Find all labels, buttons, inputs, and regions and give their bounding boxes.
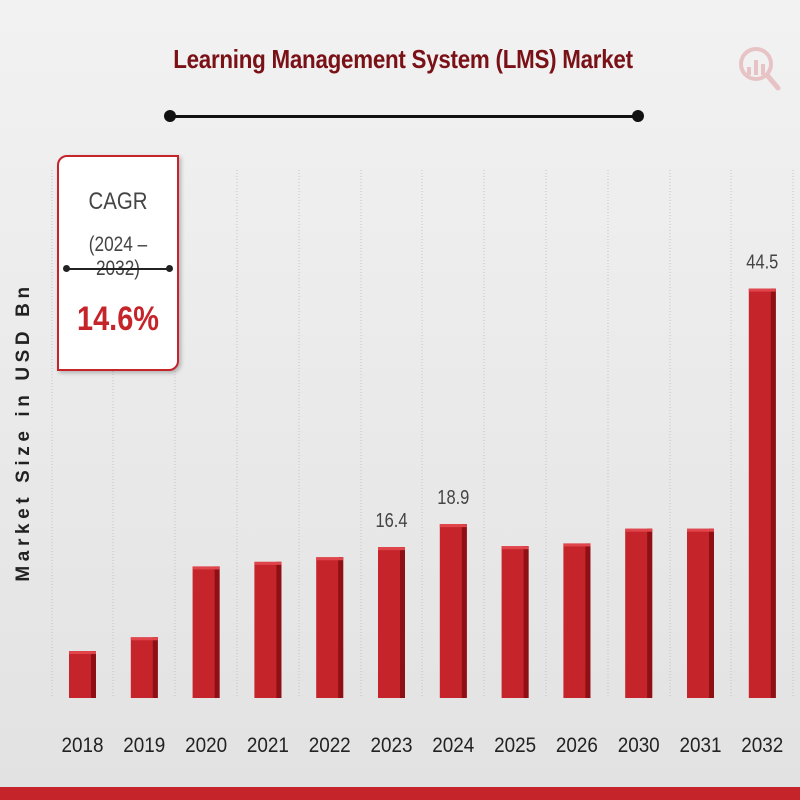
bar-shade-2020 <box>214 566 220 698</box>
bar-top-2021 <box>254 561 282 565</box>
bar-shade-2030 <box>647 528 653 698</box>
bar-top-2019 <box>130 637 158 641</box>
bar-shade-2021 <box>276 561 282 698</box>
x-tick-label: 2030 <box>618 734 660 757</box>
market-research-logo-icon <box>739 47 781 91</box>
footer-accent-bar <box>0 787 800 800</box>
x-tick-label: 2020 <box>185 734 227 757</box>
chart-labels: 2018 2019 2020 2021 2022 2023 16.4 2024 18.9 2025… <box>62 252 784 757</box>
x-tick-label: 2032 <box>741 734 783 757</box>
title-underline-right-dot <box>632 110 644 122</box>
bar-shade-2023 <box>400 547 405 698</box>
data-label: 16.4 <box>376 510 408 532</box>
cagr-callout: CAGR (2024 – 2032) 14.6% <box>57 155 179 371</box>
title-underline <box>170 115 638 118</box>
data-label: 44.5 <box>746 252 778 274</box>
x-tick-label: 2019 <box>123 734 165 757</box>
x-tick-label: 2021 <box>247 734 289 757</box>
bar-shade-2018 <box>91 651 96 698</box>
x-tick-label: 2026 <box>556 734 598 757</box>
bar-shade-2024 <box>461 524 467 698</box>
bar-shade-2025 <box>523 546 529 698</box>
bar-top-2023 <box>378 547 405 551</box>
x-tick-label: 2024 <box>432 734 474 757</box>
chart-title: Learning Management System (LMS) Market <box>173 44 633 74</box>
chart-bars <box>69 288 776 698</box>
bar-shade-2026 <box>585 543 591 698</box>
bar-shade-2032 <box>770 288 776 698</box>
bar-top-2030 <box>625 528 653 532</box>
cagr-divider <box>66 268 169 270</box>
cagr-label: CAGR <box>88 188 148 215</box>
bar-top-2032 <box>748 288 776 292</box>
x-tick-label: 2031 <box>680 734 722 757</box>
bar-shade-2031 <box>709 528 714 698</box>
bar-shade-2022 <box>338 557 344 698</box>
x-tick-label: 2023 <box>371 734 413 757</box>
title-underline-left-dot <box>164 110 176 122</box>
chart-gridlines <box>51 170 794 698</box>
x-tick-label: 2018 <box>62 734 104 757</box>
cagr-divider-left-dot <box>63 265 70 272</box>
x-tick-label: 2022 <box>309 734 351 757</box>
bar-top-2031 <box>687 528 714 532</box>
cagr-period: (2024 – 2032) <box>88 233 148 280</box>
cagr-divider-right-dot <box>166 265 173 272</box>
bar-top-2018 <box>69 651 96 655</box>
bar-shade-2019 <box>152 637 158 698</box>
x-tick-label: 2025 <box>494 734 536 757</box>
bar-top-2025 <box>501 546 529 550</box>
bar-top-2024 <box>439 524 467 528</box>
cagr-value: 14.6% <box>77 300 159 338</box>
bar-top-2026 <box>563 543 591 547</box>
data-label: 18.9 <box>437 487 469 509</box>
bar-top-2020 <box>192 566 220 570</box>
bar-top-2022 <box>316 557 344 561</box>
